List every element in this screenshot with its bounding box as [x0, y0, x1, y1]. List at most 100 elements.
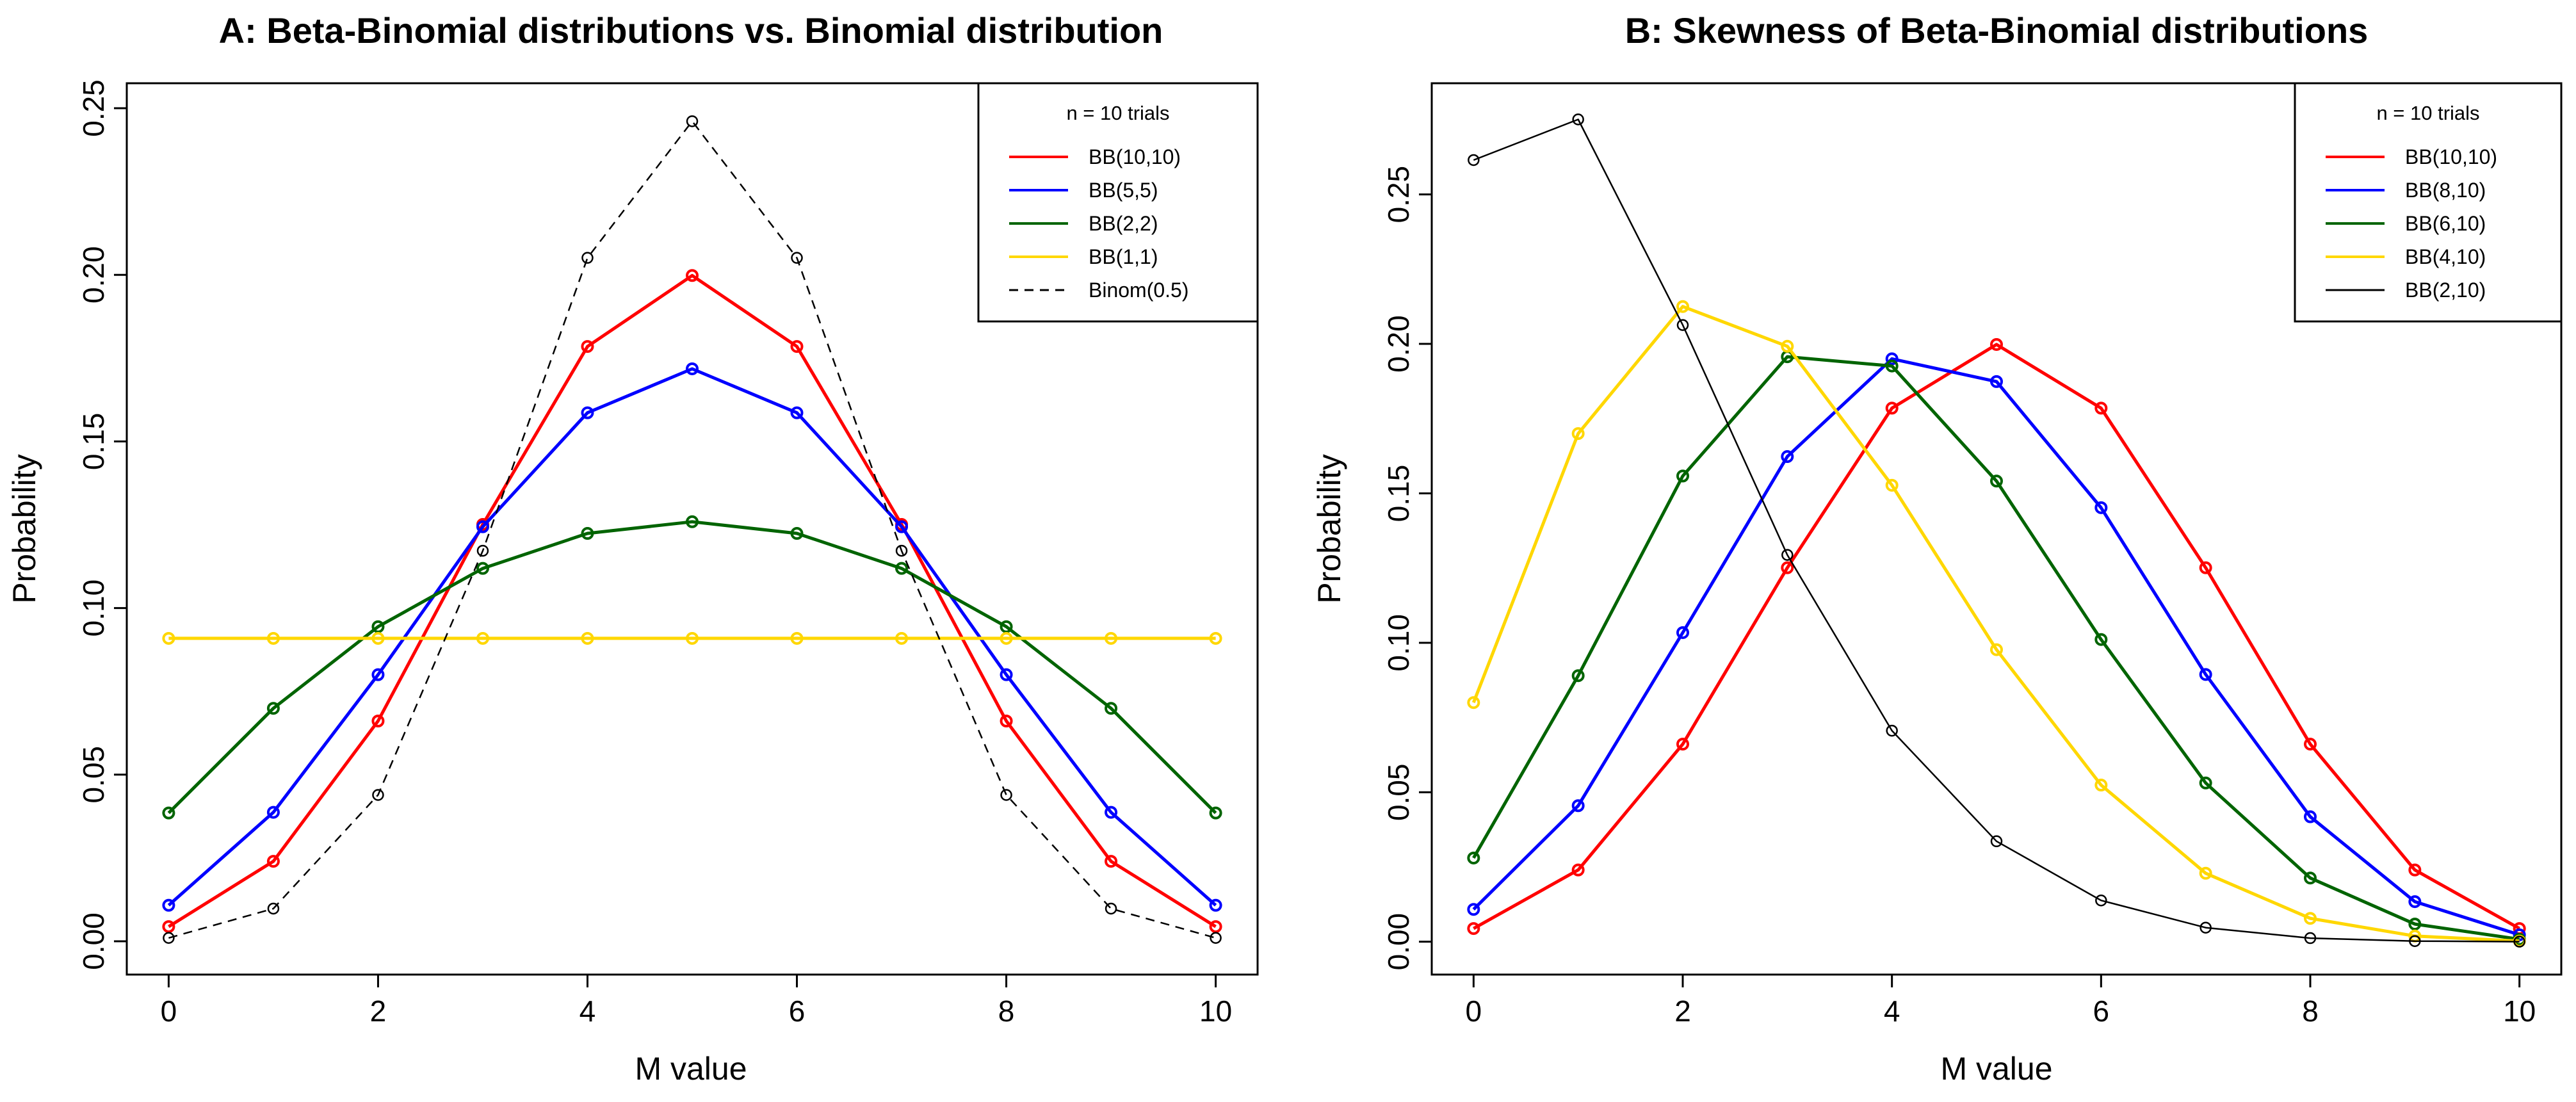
- data-point: [686, 631, 699, 645]
- data-point: [1885, 359, 1899, 373]
- data-point: [2199, 561, 2212, 574]
- data-point: [1990, 474, 2003, 488]
- data-point: [2199, 668, 2212, 681]
- x-tick-label: 2: [1674, 994, 1691, 1028]
- data-point: [790, 527, 804, 540]
- legend-title: n = 10 trials: [2376, 102, 2479, 124]
- x-axis: 0 2 4 6 8 10 M value: [1466, 973, 2536, 1087]
- x-axis-label: M value: [1940, 1051, 2052, 1087]
- data-point: [2304, 810, 2317, 823]
- data-point: [162, 898, 175, 912]
- data-point: [1571, 669, 1585, 683]
- series-bb-2-2: [162, 515, 1222, 820]
- chart-panel-a: A: Beta-Binomial distributions vs. Binom…: [6, 10, 1259, 1087]
- data-point: [2199, 866, 2212, 880]
- data-point: [2513, 936, 2525, 948]
- x-tick-label: 10: [2503, 994, 2536, 1028]
- chart-title: B: Skewness of Beta-Binomial distributio…: [1625, 10, 2369, 51]
- data-point: [1571, 427, 1585, 441]
- data-point: [1572, 113, 1584, 126]
- data-point: [895, 520, 909, 533]
- data-point: [1781, 339, 1794, 353]
- legend-label: BB(2,2): [1089, 212, 1158, 235]
- data-point: [790, 631, 804, 645]
- data-point: [581, 252, 594, 264]
- x-tick-label: 4: [579, 994, 596, 1028]
- data-point: [266, 806, 280, 819]
- x-tick-label: 0: [161, 994, 177, 1028]
- data-point: [686, 362, 699, 375]
- data-point: [1000, 668, 1013, 681]
- data-point: [581, 527, 594, 540]
- data-point: [2094, 779, 2108, 792]
- data-point: [371, 714, 385, 727]
- y-tick-label: 0.10: [1382, 614, 1415, 672]
- y-tick-label: 0.00: [1382, 913, 1415, 971]
- series-line: [1472, 357, 2520, 937]
- legend-title: n = 10 trials: [1066, 102, 1169, 124]
- data-point: [1676, 300, 1689, 313]
- y-axis: 0.00 0.05 0.10 0.15 0.20 0.25 Probability: [1311, 166, 1433, 971]
- data-point: [1781, 561, 1794, 574]
- y-tick-label: 0.05: [77, 746, 110, 804]
- data-point: [1105, 855, 1118, 868]
- data-point: [1781, 450, 1794, 464]
- y-tick-label: 0.20: [77, 246, 110, 304]
- x-tick-label: 0: [1466, 994, 1482, 1028]
- x-tick-label: 4: [1884, 994, 1900, 1028]
- data-point: [266, 855, 280, 868]
- data-point: [2094, 501, 2108, 514]
- data-point: [1209, 806, 1222, 820]
- legend-label: BB(8,10): [2405, 179, 2486, 202]
- data-point: [372, 789, 384, 801]
- y-tick-label: 0.00: [77, 912, 110, 970]
- data-point: [1209, 920, 1222, 934]
- data-point: [476, 631, 489, 645]
- series-line: [1473, 343, 2520, 930]
- data-point: [581, 340, 594, 353]
- series-bb-4-10: [1467, 300, 2526, 948]
- data-point: [2095, 894, 2107, 907]
- y-tick-label: 0.25: [1382, 166, 1415, 223]
- data-point: [686, 269, 699, 282]
- legend-label: BB(6,10): [2405, 212, 2486, 235]
- data-point: [1468, 154, 1480, 166]
- legend-label: BB(10,10): [2405, 145, 2497, 168]
- legend: n = 10 trials BB(10,10) BB(8,10) BB(6,10) BB…: [2294, 82, 2563, 323]
- x-tick-label: 8: [2302, 994, 2319, 1028]
- data-point: [1000, 714, 1013, 727]
- data-point: [371, 631, 385, 645]
- data-point: [895, 544, 908, 557]
- series-bb-5-5: [162, 362, 1222, 912]
- legend-label: BB(2,10): [2405, 279, 2486, 302]
- data-point: [1886, 724, 1898, 737]
- legend-box: [2294, 82, 2563, 323]
- data-point: [1885, 478, 1899, 492]
- data-point: [476, 544, 489, 557]
- data-point: [1105, 902, 1117, 915]
- legend-label: BB(10,10): [1089, 145, 1181, 168]
- x-tick-label: 10: [1199, 994, 1232, 1028]
- chart-panel-b: B: Skewness of Beta-Binomial distributio…: [1311, 10, 2563, 1087]
- series-line: [1473, 118, 2520, 943]
- data-point: [2408, 863, 2422, 877]
- data-point: [1676, 738, 1689, 751]
- data-point: [2199, 776, 2212, 790]
- legend-label: BB(5,5): [1089, 179, 1158, 202]
- data-point: [2094, 633, 2108, 646]
- data-point: [371, 620, 385, 633]
- x-tick-label: 6: [2093, 994, 2110, 1028]
- data-point: [1467, 922, 1480, 936]
- series-line: [1471, 305, 2520, 943]
- data-point: [1210, 932, 1222, 944]
- data-point: [1781, 549, 1794, 561]
- data-point: [2199, 921, 2212, 934]
- data-point: [2408, 918, 2422, 931]
- series-bb-10-10: [162, 269, 1222, 934]
- data-point: [581, 406, 594, 419]
- series-bb-1-1: [162, 631, 1222, 645]
- data-point: [476, 562, 489, 575]
- y-tick-label: 0.25: [77, 79, 110, 137]
- data-point: [476, 520, 489, 533]
